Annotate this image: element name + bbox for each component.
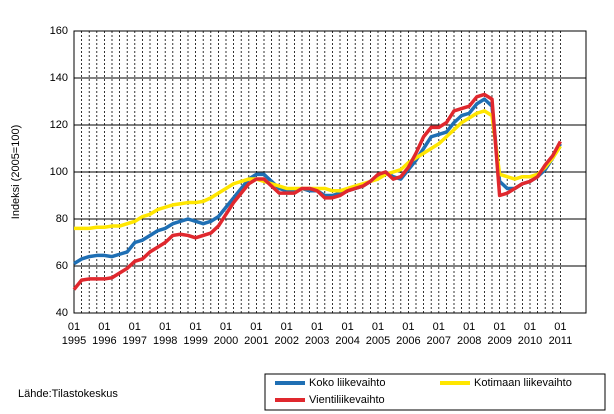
x-tick-label: 01 (341, 321, 353, 333)
x-tick-year: 1995 (62, 335, 86, 347)
series-line (74, 109, 562, 231)
x-tick-year: 1999 (183, 335, 207, 347)
x-tick-label: 01 (554, 321, 566, 333)
x-tick-year: 2007 (427, 335, 451, 347)
y-axis-label: Indeksi (2005=100) (10, 125, 22, 219)
y-tick-label: 40 (56, 307, 68, 319)
series-line (72, 92, 562, 291)
x-tick-year: 2005 (366, 335, 390, 347)
x-tick-year: 2006 (396, 335, 420, 347)
plot-border (73, 30, 587, 314)
x-tick-label: 01 (189, 321, 201, 333)
x-tick-label: 01 (68, 321, 80, 333)
x-tick-year: 2011 (549, 335, 573, 347)
y-tick-label: 80 (56, 213, 68, 225)
y-tick-label: 120 (50, 119, 68, 131)
x-tick-year: 2004 (335, 335, 359, 347)
x-tick-year: 2003 (305, 335, 329, 347)
x-tick-year: 2009 (487, 335, 511, 347)
x-tick-year: 2000 (214, 335, 238, 347)
y-tick-label: 100 (50, 166, 68, 178)
x-tick-year: 1997 (123, 335, 147, 347)
legend-box (264, 373, 606, 411)
x-tick-year: 2001 (244, 335, 268, 347)
y-tick-label: 140 (50, 72, 68, 84)
x-tick-label: 01 (524, 321, 536, 333)
x-tick-label: 01 (129, 321, 141, 333)
x-tick-label: 01 (220, 321, 232, 333)
x-tick-year: 2002 (275, 335, 299, 347)
x-tick-year: 2010 (518, 335, 542, 347)
x-tick-label: 01 (463, 321, 475, 333)
x-tick-label: 01 (433, 321, 445, 333)
x-tick-label: 01 (402, 321, 414, 333)
legend-label: Kotimaan liikevaihto (474, 377, 572, 389)
y-tick-label: 160 (50, 25, 68, 37)
x-tick-label: 01 (159, 321, 171, 333)
legend-label: Vientiliikevaihto (309, 394, 385, 406)
x-tick-year: 1996 (92, 335, 116, 347)
x-tick-label: 01 (311, 321, 323, 333)
x-tick-label: 01 (493, 321, 505, 333)
x-tick-year: 1998 (153, 335, 177, 347)
legend-label: Koko liikevaihto (309, 377, 385, 389)
x-tick-label: 01 (250, 321, 262, 333)
x-tick-year: 2008 (457, 335, 481, 347)
y-tick-label: 60 (56, 260, 68, 272)
source-note: Lähde:Tilastokeskus (18, 388, 118, 400)
x-tick-label: 01 (372, 321, 384, 333)
x-tick-label: 01 (281, 321, 293, 333)
x-tick-label: 01 (98, 321, 110, 333)
